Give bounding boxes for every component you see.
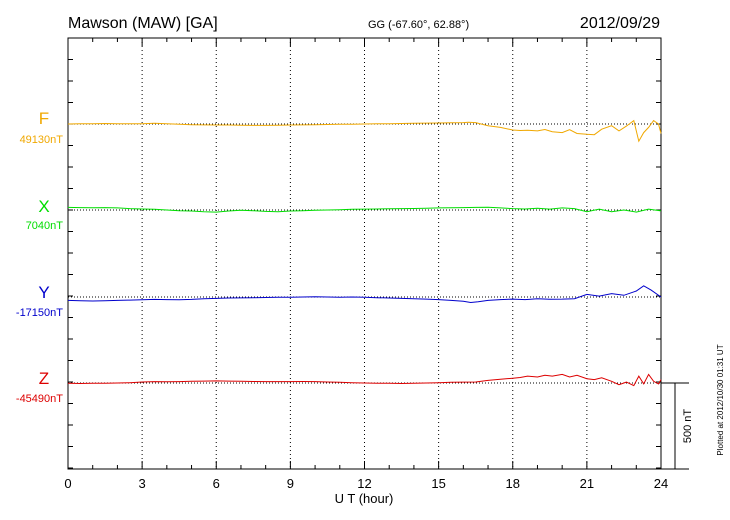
series-name-x: X <box>38 197 49 216</box>
x-tick-label: 15 <box>431 476 445 491</box>
series-baseline-y: -17150nT <box>16 307 63 319</box>
series-baseline-f: 49130nT <box>20 134 64 146</box>
series-name-f: F <box>39 109 49 128</box>
series-group <box>67 119 662 387</box>
series-line-y <box>67 285 662 304</box>
series-name-y: Y <box>38 283 49 302</box>
scale-bar-label: 500 nT <box>682 409 694 444</box>
axis-ticks: 0 3 6 9 12 15 18 21 24 <box>64 38 668 491</box>
chart-date: 2012/09/29 <box>580 15 660 32</box>
x-axis-label: U T (hour) <box>335 491 394 506</box>
x-tick-label: 24 <box>654 476 668 491</box>
series-line-x <box>67 206 662 213</box>
x-tick-label: 6 <box>213 476 220 491</box>
plotted-note: Plotted at 2012/10/30 01:31 UT <box>716 344 725 455</box>
series-line-f <box>67 119 662 143</box>
grid-lines <box>141 38 588 469</box>
x-tick-label: 18 <box>506 476 520 491</box>
x-tick-label: 3 <box>139 476 146 491</box>
x-tick-label: 9 <box>287 476 294 491</box>
x-tick-label: 21 <box>580 476 594 491</box>
x-tick-label: 12 <box>357 476 371 491</box>
station-coordinates: GG (-67.60°, 62.88°) <box>368 19 469 31</box>
series-baseline-z: -45490nT <box>16 393 63 405</box>
series-labels: F 49130nT X 7040nT Y -17150nT Z -45490nT <box>16 109 63 405</box>
scale-bar: 500 nT <box>661 382 694 470</box>
series-baseline-x: 7040nT <box>26 220 64 232</box>
chart-title: Mawson (MAW) [GA] <box>68 15 218 32</box>
series-name-z: Z <box>39 369 49 388</box>
x-tick-label: 0 <box>64 476 71 491</box>
series-line-z <box>67 373 662 387</box>
